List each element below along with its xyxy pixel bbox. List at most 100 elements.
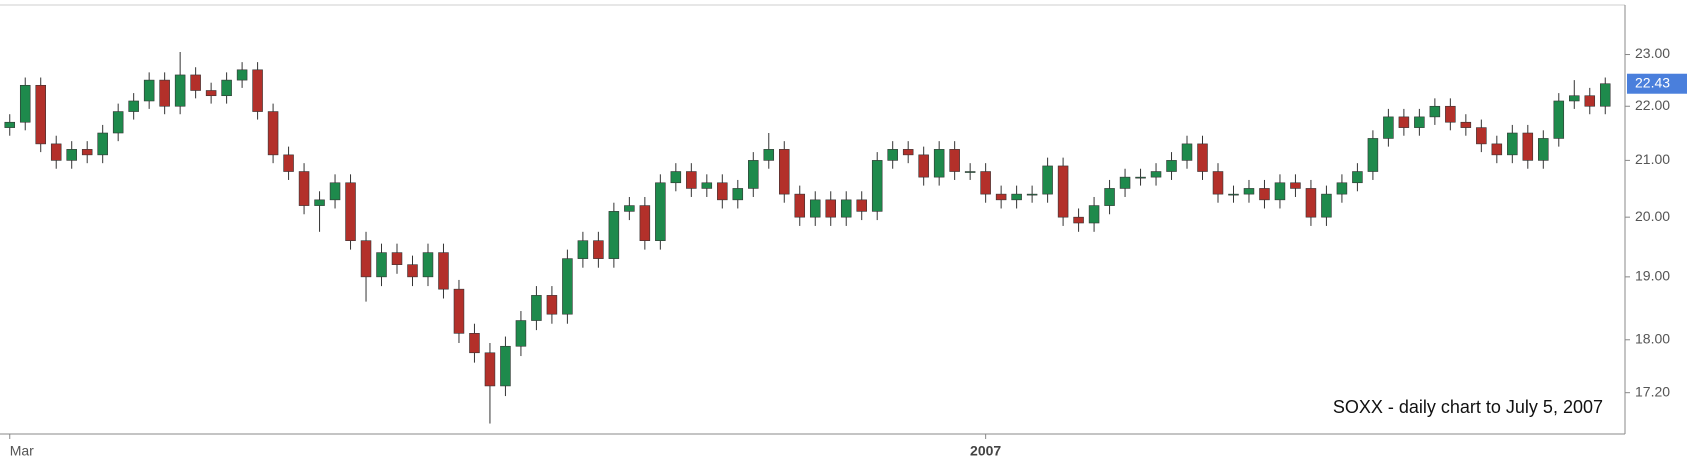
- candle-body: [1569, 95, 1580, 102]
- candle-body: [639, 205, 651, 241]
- candle-body: [1135, 176, 1146, 179]
- candle-body: [500, 345, 511, 387]
- candle-body: [1383, 116, 1394, 139]
- candle-body: [1166, 160, 1177, 172]
- candle-body: [1150, 171, 1162, 178]
- candle-body: [655, 182, 666, 241]
- candle-body: [66, 149, 77, 161]
- candle-body: [314, 199, 325, 206]
- candle-body: [329, 182, 341, 201]
- y-tick-label: 18.00: [1635, 330, 1670, 346]
- last-value-label: 22.43: [1635, 74, 1670, 90]
- candle-body: [1414, 116, 1425, 128]
- candle-body: [562, 258, 573, 315]
- candle-body: [143, 79, 155, 102]
- candle-body: [949, 149, 960, 172]
- last-value-box: [1627, 73, 1687, 94]
- candle-body: [686, 171, 697, 189]
- candle-body: [701, 182, 713, 189]
- candle-body: [1290, 182, 1301, 189]
- y-tick-label: 22.00: [1635, 97, 1670, 113]
- candle-body: [236, 69, 248, 81]
- y-tick-label: 19.00: [1635, 268, 1670, 284]
- candle-body: [856, 199, 867, 212]
- candle-body: [50, 143, 62, 161]
- candle-body: [112, 111, 124, 134]
- candle-body: [35, 84, 46, 145]
- candle-body: [717, 182, 728, 201]
- candle-body: [1042, 165, 1053, 195]
- candle-body: [1538, 138, 1549, 161]
- candle-body: [376, 252, 387, 278]
- candle-body: [205, 90, 217, 97]
- candle-body: [1367, 138, 1379, 172]
- candle-body: [190, 74, 201, 91]
- candle-body: [779, 149, 790, 195]
- y-tick-label: 20.00: [1635, 208, 1670, 224]
- candle-body: [19, 84, 31, 123]
- candle-body: [81, 149, 93, 156]
- candle-body: [1305, 188, 1317, 218]
- candle-body: [1352, 171, 1363, 184]
- candle-body: [453, 288, 465, 334]
- x-tick-label: 2007: [970, 443, 1001, 459]
- candle-body: [980, 171, 991, 195]
- candle-body: [1011, 193, 1022, 201]
- candle-body: [763, 149, 775, 161]
- candle-body: [825, 199, 836, 218]
- candle-body: [1460, 121, 1472, 128]
- candle-body: [469, 333, 480, 354]
- candle-body: [1336, 182, 1348, 195]
- candle-body: [407, 264, 418, 278]
- candle-body: [283, 154, 294, 172]
- candle-body: [1181, 143, 1193, 161]
- candle-body: [1522, 132, 1534, 161]
- candle-body: [608, 211, 620, 259]
- candle-body: [1119, 176, 1131, 189]
- candle-body: [1088, 205, 1100, 224]
- candle-body: [1584, 95, 1596, 107]
- candle-body: [391, 252, 403, 265]
- candle-body: [345, 182, 356, 241]
- candle-body: [252, 69, 263, 112]
- candle-body: [1259, 188, 1270, 201]
- candle-body: [128, 100, 139, 112]
- candle-body: [732, 188, 744, 201]
- candle-body: [1398, 116, 1410, 128]
- x-tick-label: Mar: [10, 443, 34, 459]
- candle-body: [4, 121, 16, 128]
- candle-body: [794, 193, 806, 218]
- candle-body: [1104, 188, 1115, 206]
- candle-body: [809, 199, 821, 218]
- candle-body: [1599, 83, 1611, 107]
- candle-body: [159, 79, 170, 107]
- y-tick-label: 21.00: [1635, 151, 1670, 167]
- candle-body: [1197, 143, 1208, 172]
- y-tick-label: 17.20: [1635, 383, 1670, 399]
- candle-body: [97, 132, 108, 156]
- candle-body: [1243, 188, 1255, 195]
- candle-body: [933, 149, 945, 178]
- candle-body: [1553, 100, 1565, 139]
- candle-body: [174, 74, 186, 107]
- candle-body: [531, 295, 542, 321]
- candle-body: [1026, 193, 1038, 196]
- candle-body: [995, 193, 1007, 201]
- candle-body: [422, 252, 434, 278]
- candle-body: [438, 252, 449, 290]
- y-tick-label: 23.00: [1635, 45, 1670, 61]
- candle-body: [871, 160, 883, 212]
- candle-body: [748, 160, 759, 189]
- candle-body: [515, 320, 527, 347]
- candle-body: [1228, 193, 1239, 196]
- candle-body: [360, 240, 372, 278]
- candle-body: [902, 149, 914, 156]
- candle-body: [1476, 127, 1487, 145]
- candle-body: [964, 171, 976, 173]
- candle-body: [221, 79, 232, 97]
- candle-body: [267, 111, 279, 156]
- annotation: SOXX - daily chart to July 5, 2007: [1333, 397, 1603, 417]
- candle-body: [1274, 182, 1286, 201]
- candle-body: [298, 171, 310, 206]
